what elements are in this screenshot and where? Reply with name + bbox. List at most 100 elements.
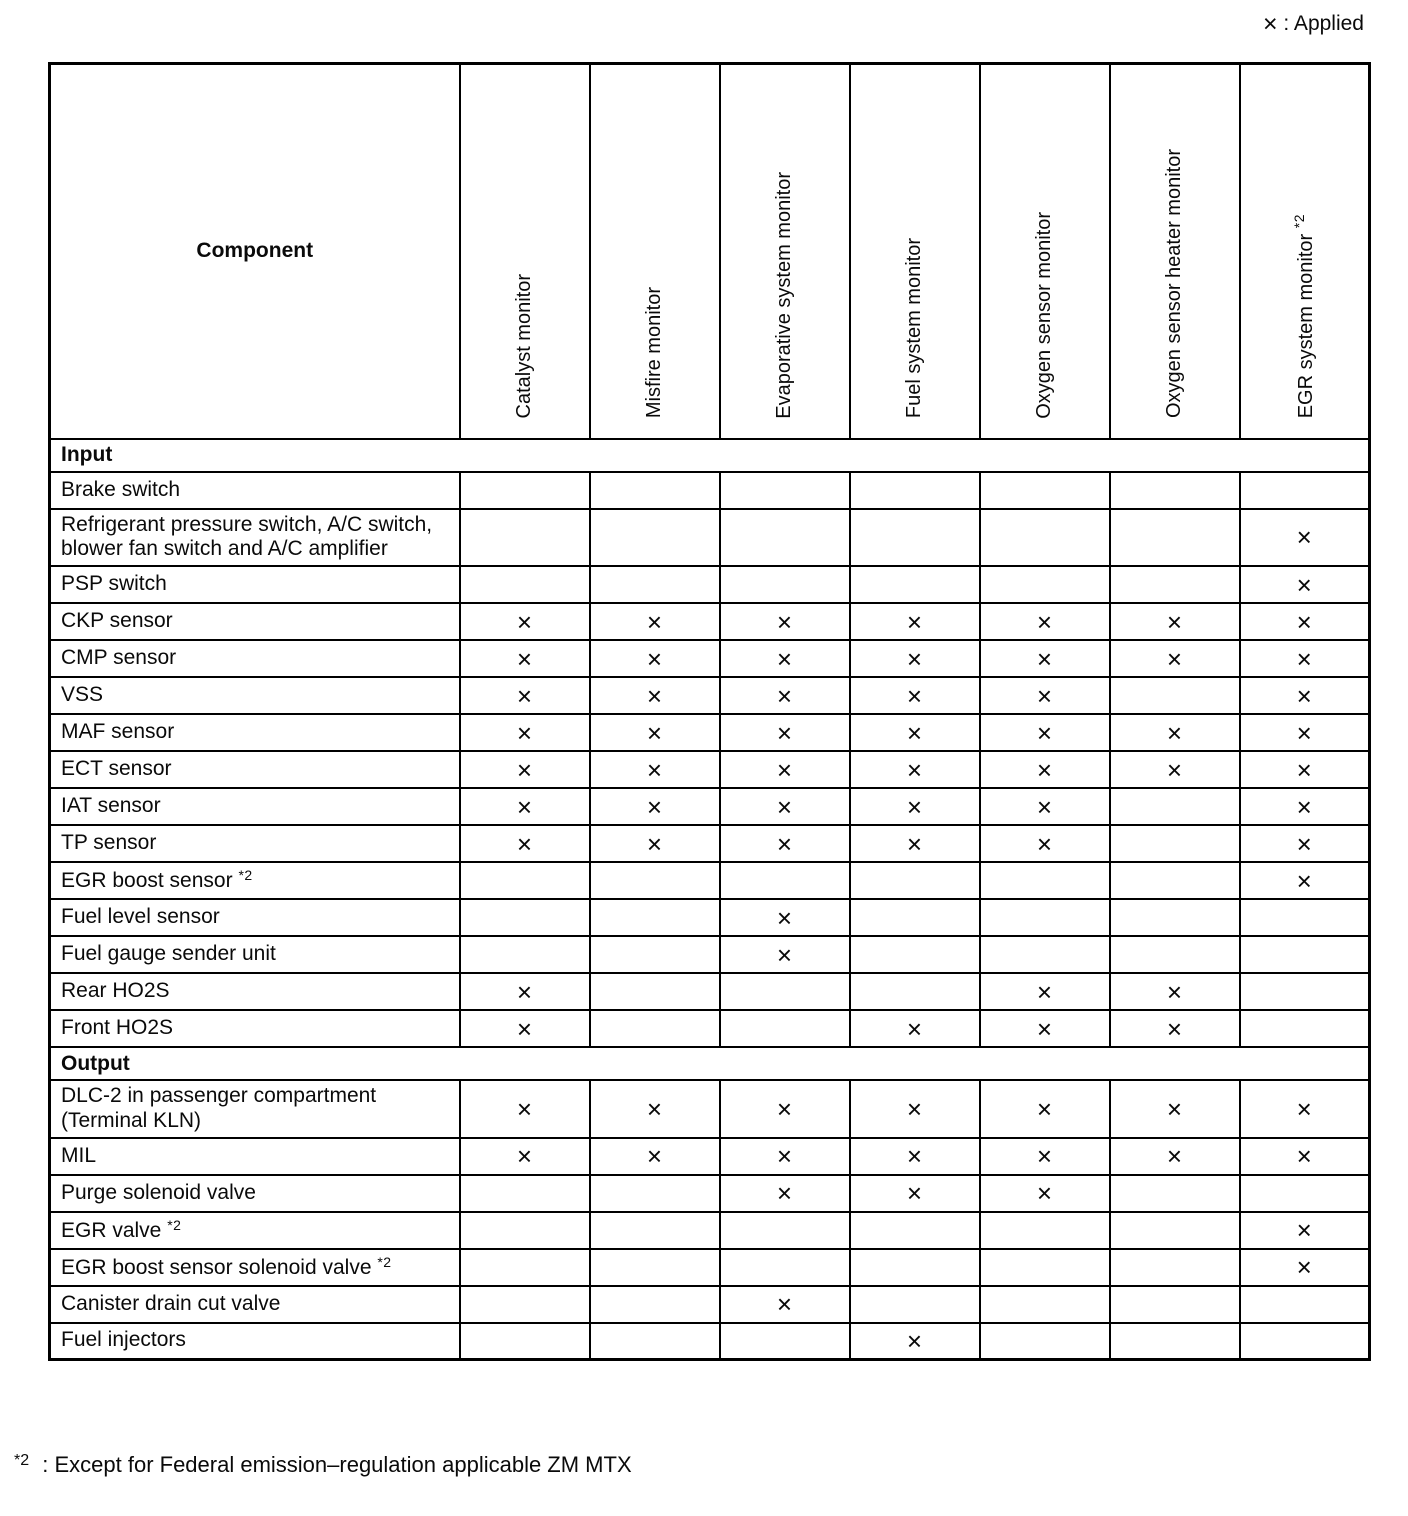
section-row-input: Input [48, 437, 1371, 473]
mark-cell-misfire-monitor [588, 507, 721, 568]
footnote-reference: *2 [1290, 214, 1307, 229]
mark-cell-oxygen-sensor-monitor [978, 1321, 1111, 1361]
mark-cell-catalyst-monitor: × [458, 602, 591, 642]
mark-cell-misfire-monitor: × [588, 750, 721, 790]
component-cell: Refrigerant pressure switch, A/C switch,… [48, 507, 461, 568]
mark-cell-evaporative-system-monitor: × [718, 1284, 851, 1324]
column-header-egr-system-monitor: EGR system monitor *2 [1238, 62, 1371, 440]
table-row-vss: VSS × × × × × × [48, 676, 1371, 716]
mark-cell-oxygen-sensor-heater-monitor: × [1108, 1009, 1241, 1049]
mark-cell-evaporative-system-monitor [718, 1321, 851, 1361]
mark-cell-evaporative-system-monitor: × [718, 1136, 851, 1176]
component-cell: EGR valve *2 [48, 1210, 461, 1250]
mark-cell-oxygen-sensor-monitor [978, 935, 1111, 975]
mark-cell-evaporative-system-monitor: × [718, 1079, 851, 1139]
mark-cell-egr-system-monitor: × [1238, 750, 1371, 790]
mark-cell-misfire-monitor: × [588, 676, 721, 716]
footnote-text: : Except for Federal emission–regulation… [42, 1452, 632, 1477]
table-row-egr-boost-sensor-solenoid-valve: EGR boost sensor solenoid valve *2 × [48, 1247, 1371, 1287]
mark-cell-fuel-system-monitor: × [848, 750, 981, 790]
section-row-output: Output [48, 1046, 1371, 1082]
footnote-reference: *2 [377, 1253, 392, 1270]
mark-cell-oxygen-sensor-monitor: × [978, 824, 1111, 864]
mark-cell-oxygen-sensor-monitor: × [978, 602, 1111, 642]
mark-cell-oxygen-sensor-heater-monitor: × [1108, 972, 1241, 1012]
table-row-maf-sensor: MAF sensor × × × × × × × [48, 713, 1371, 753]
mark-cell-oxygen-sensor-monitor: × [978, 1009, 1111, 1049]
table-row-rear-ho2s: Rear HO2S × × × [48, 972, 1371, 1012]
mark-cell-oxygen-sensor-heater-monitor [1108, 470, 1241, 510]
mark-cell-misfire-monitor [588, 1247, 721, 1287]
mark-cell-fuel-system-monitor: × [848, 1079, 981, 1139]
table-row-psp-switch: PSP switch × [48, 565, 1371, 605]
mark-cell-evaporative-system-monitor [718, 1247, 851, 1287]
mark-cell-egr-system-monitor [1238, 898, 1371, 938]
mark-cell-egr-system-monitor: × [1238, 565, 1371, 605]
mark-cell-misfire-monitor [588, 1284, 721, 1324]
mark-cell-oxygen-sensor-heater-monitor: × [1108, 1136, 1241, 1176]
component-column-header: Component [48, 62, 461, 440]
column-header-evaporative-system-monitor: Evaporative system monitor [718, 62, 851, 440]
mark-cell-egr-system-monitor: × [1238, 787, 1371, 827]
mark-cell-evaporative-system-monitor: × [718, 750, 851, 790]
mark-cell-fuel-system-monitor: × [848, 1173, 981, 1213]
mark-cell-oxygen-sensor-monitor: × [978, 972, 1111, 1012]
mark-cell-egr-system-monitor: × [1238, 1210, 1371, 1250]
mark-cell-evaporative-system-monitor: × [718, 787, 851, 827]
table-row-egr-valve: EGR valve *2 × [48, 1210, 1371, 1250]
table-row-egr-boost-sensor: EGR boost sensor *2 × [48, 861, 1371, 901]
mark-cell-misfire-monitor: × [588, 787, 721, 827]
mark-cell-fuel-system-monitor: × [848, 1321, 981, 1361]
mark-cell-evaporative-system-monitor: × [718, 1173, 851, 1213]
mark-cell-oxygen-sensor-monitor [978, 507, 1111, 568]
mark-cell-fuel-system-monitor [848, 470, 981, 510]
mark-cell-oxygen-sensor-monitor: × [978, 1079, 1111, 1139]
table-row-fuel-gauge-sender-unit: Fuel gauge sender unit × [48, 935, 1371, 975]
mark-cell-catalyst-monitor: × [458, 639, 591, 679]
mark-cell-misfire-monitor [588, 935, 721, 975]
mark-cell-egr-system-monitor [1238, 972, 1371, 1012]
mark-cell-egr-system-monitor: × [1238, 639, 1371, 679]
footnote-marker: *2 [14, 1452, 30, 1469]
mark-cell-catalyst-monitor [458, 1284, 591, 1324]
mark-cell-oxygen-sensor-monitor [978, 1247, 1111, 1287]
mark-cell-evaporative-system-monitor [718, 507, 851, 568]
mark-cell-fuel-system-monitor: × [848, 713, 981, 753]
mark-cell-oxygen-sensor-heater-monitor [1108, 861, 1241, 901]
mark-cell-evaporative-system-monitor [718, 972, 851, 1012]
mark-cell-oxygen-sensor-heater-monitor [1108, 898, 1241, 938]
mark-cell-oxygen-sensor-heater-monitor [1108, 676, 1241, 716]
applied-mark-glyph: × [1262, 10, 1278, 38]
mark-cell-oxygen-sensor-heater-monitor [1108, 1210, 1241, 1250]
mark-cell-oxygen-sensor-monitor: × [978, 787, 1111, 827]
mark-cell-oxygen-sensor-heater-monitor: × [1108, 639, 1241, 679]
mark-cell-catalyst-monitor [458, 898, 591, 938]
mark-cell-oxygen-sensor-heater-monitor [1108, 1173, 1241, 1213]
rotated-column-label: EGR system monitor *2 [1290, 214, 1317, 419]
mark-cell-fuel-system-monitor [848, 1284, 981, 1324]
table-row-fuel-level-sensor: Fuel level sensor × [48, 898, 1371, 938]
mark-cell-oxygen-sensor-monitor [978, 898, 1111, 938]
mark-cell-egr-system-monitor [1238, 470, 1371, 510]
mark-cell-misfire-monitor: × [588, 824, 721, 864]
mark-cell-misfire-monitor [588, 1009, 721, 1049]
rotated-column-label: Catalyst monitor [513, 274, 535, 419]
mark-cell-oxygen-sensor-monitor: × [978, 750, 1111, 790]
mark-cell-catalyst-monitor: × [458, 1079, 591, 1139]
mark-cell-oxygen-sensor-heater-monitor [1108, 1321, 1241, 1361]
rotated-column-label: Oxygen sensor monitor [1033, 211, 1055, 419]
column-header-oxygen-sensor-monitor: Oxygen sensor monitor [978, 62, 1111, 440]
component-cell: ECT sensor [48, 750, 461, 790]
mark-cell-egr-system-monitor: × [1238, 1136, 1371, 1176]
mark-cell-oxygen-sensor-heater-monitor: × [1108, 750, 1241, 790]
mark-cell-oxygen-sensor-heater-monitor [1108, 507, 1241, 568]
component-cell: CKP sensor [48, 602, 461, 642]
mark-cell-oxygen-sensor-monitor [978, 1210, 1111, 1250]
table-row-refrigerant-pressure-switch-a-c-switch-blower-fan-switch-and-a-c-amplifier: Refrigerant pressure switch, A/C switch,… [48, 507, 1371, 568]
mark-cell-evaporative-system-monitor: × [718, 639, 851, 679]
component-cell: CMP sensor [48, 639, 461, 679]
footnote: *2 : Except for Federal emission–regulat… [14, 1452, 632, 1478]
component-cell: DLC-2 in passenger compartment (Terminal… [48, 1079, 461, 1139]
mark-cell-catalyst-monitor: × [458, 676, 591, 716]
mark-cell-oxygen-sensor-monitor [978, 565, 1111, 605]
